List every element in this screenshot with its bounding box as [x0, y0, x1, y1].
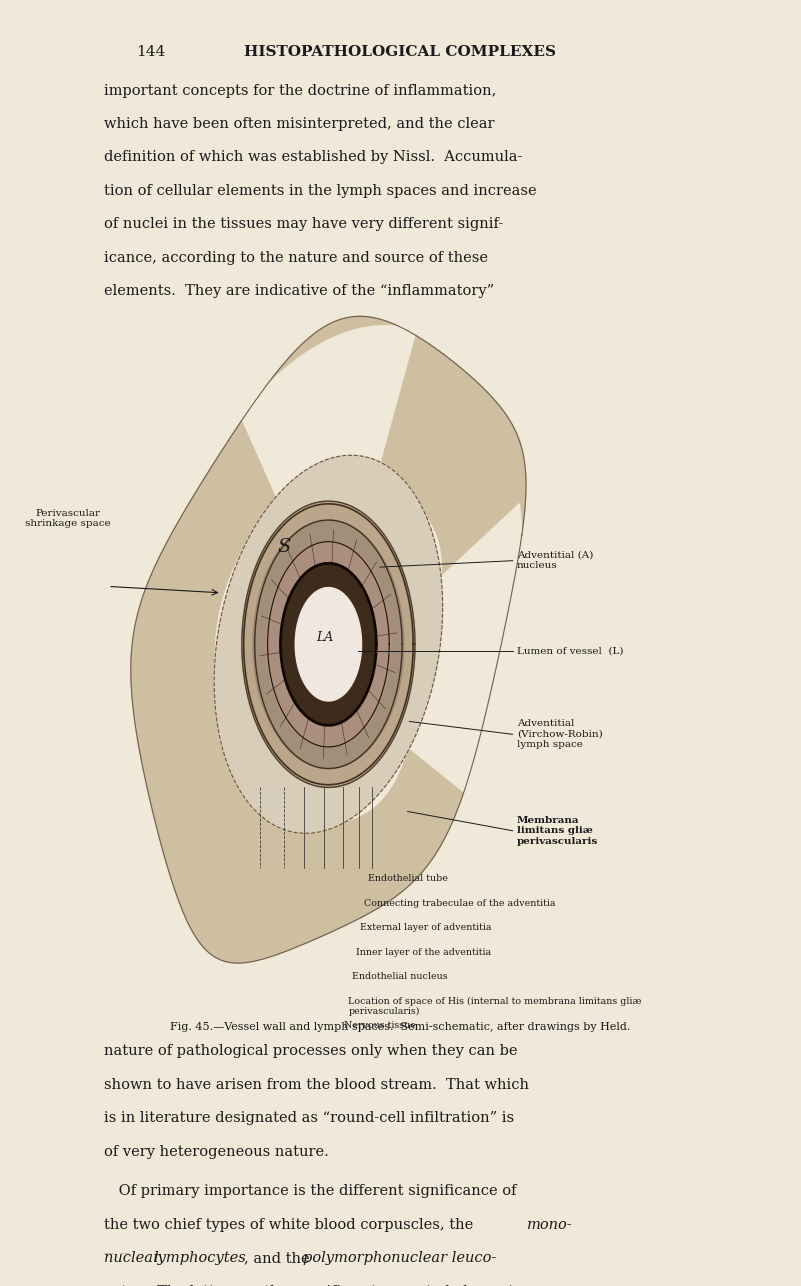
Polygon shape	[215, 464, 441, 824]
Text: shown to have arisen from the blood stream.  That which: shown to have arisen from the blood stre…	[104, 1078, 529, 1092]
Text: icance, according to the nature and source of these: icance, according to the nature and sour…	[104, 251, 488, 265]
Text: Endothelial nucleus: Endothelial nucleus	[352, 972, 448, 981]
Polygon shape	[407, 504, 522, 793]
Text: Fig. 45.—Vessel wall and lymph spaces.  Semi-schematic, after drawings by Held.: Fig. 45.—Vessel wall and lymph spaces. S…	[171, 1022, 630, 1033]
Text: 144: 144	[136, 45, 166, 59]
Text: the two chief types of white blood corpuscles, the: the two chief types of white blood corpu…	[104, 1218, 478, 1232]
Text: S: S	[278, 538, 291, 556]
Text: —  —: — —	[104, 1249, 130, 1258]
Text: Endothelial tube: Endothelial tube	[368, 874, 449, 883]
Text: definition of which was established by Nissl.  Accumula-: definition of which was established by N…	[104, 150, 522, 165]
Text: Of primary importance is the different significance of: Of primary importance is the different s…	[104, 1184, 517, 1199]
Text: of nuclei in the tissues may have very different signif-: of nuclei in the tissues may have very d…	[104, 217, 503, 231]
Text: Connecting trabeculae of the adventitia: Connecting trabeculae of the adventitia	[364, 899, 556, 908]
Polygon shape	[253, 520, 404, 769]
Text: HISTOPATHOLOGICAL COMPLEXES: HISTOPATHOLOGICAL COMPLEXES	[244, 45, 557, 59]
Polygon shape	[266, 541, 391, 747]
Polygon shape	[296, 588, 361, 701]
Text: elements.  They are indicative of the “inflammatory”: elements. They are indicative of the “in…	[104, 284, 494, 298]
Polygon shape	[240, 325, 417, 500]
Text: is in literature designated as “round-cell infiltration” is: is in literature designated as “round-ce…	[104, 1111, 514, 1125]
Text: mono-: mono-	[527, 1218, 573, 1232]
Text: Lumen of vessel  (L): Lumen of vessel (L)	[517, 647, 623, 655]
Text: polymorphonuclear leuco-: polymorphonuclear leuco-	[303, 1251, 496, 1265]
Polygon shape	[280, 563, 376, 725]
Text: Location of space of His (internal to membrana limitans gliæ
perivascularis): Location of space of His (internal to me…	[348, 997, 642, 1016]
Text: Nervous tissue: Nervous tissue	[344, 1021, 417, 1030]
Text: important concepts for the doctrine of inflammation,: important concepts for the doctrine of i…	[104, 84, 497, 98]
Text: which have been often misinterpreted, and the clear: which have been often misinterpreted, an…	[104, 117, 495, 131]
Polygon shape	[131, 316, 526, 963]
Polygon shape	[242, 502, 415, 787]
Text: tion of cellular elements in the lymph spaces and increase: tion of cellular elements in the lymph s…	[104, 184, 537, 198]
Text: , and the: , and the	[244, 1251, 315, 1265]
Text: of very heterogeneous nature.: of very heterogeneous nature.	[104, 1145, 329, 1159]
Text: Inner layer of the adventitia: Inner layer of the adventitia	[356, 948, 492, 957]
Text: Perivascular
shrinkage space: Perivascular shrinkage space	[26, 508, 111, 529]
Text: Adventitial
(Virchow-Robin)
lymph space: Adventitial (Virchow-Robin) lymph space	[517, 719, 602, 750]
Text: lymphocytes: lymphocytes	[154, 1251, 247, 1265]
Text: cytes.: cytes.	[104, 1285, 147, 1286]
Text: nuclear: nuclear	[104, 1251, 165, 1265]
Polygon shape	[214, 455, 443, 833]
Text: External layer of adventitia: External layer of adventitia	[360, 923, 492, 932]
Text: nature of pathological processes only when they can be: nature of pathological processes only wh…	[104, 1044, 517, 1058]
Text: Membrana
limitans gliæ
perivascularis: Membrana limitans gliæ perivascularis	[517, 815, 598, 846]
Text: The latter are the specific extravasated elements: The latter are the specific extravasated…	[148, 1285, 522, 1286]
Text: LA: LA	[316, 631, 333, 644]
Text: Adventitial (A)
nucleus: Adventitial (A) nucleus	[517, 550, 593, 571]
